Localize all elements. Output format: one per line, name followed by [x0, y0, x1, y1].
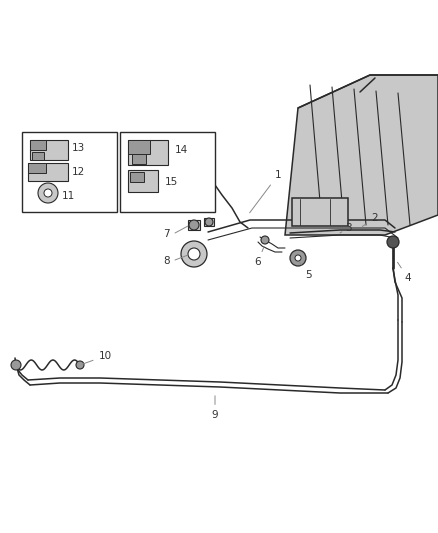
Bar: [30, 140, 46, 150]
Circle shape: [181, 241, 207, 267]
Bar: [128, 140, 150, 154]
Bar: [30, 140, 68, 160]
Text: 14: 14: [175, 145, 188, 155]
Text: 4: 4: [398, 262, 411, 283]
Text: 12: 12: [72, 167, 85, 177]
Bar: [188, 220, 200, 230]
Bar: [128, 170, 158, 192]
Bar: [292, 198, 348, 226]
Text: 2: 2: [362, 213, 378, 227]
Polygon shape: [285, 75, 438, 235]
Circle shape: [38, 183, 58, 203]
Bar: [32, 152, 44, 160]
Text: 1: 1: [250, 170, 281, 213]
Text: 15: 15: [165, 177, 178, 187]
Circle shape: [387, 236, 399, 248]
Circle shape: [189, 220, 199, 230]
Bar: [120, 132, 215, 212]
Text: 9: 9: [212, 396, 218, 420]
Text: 6: 6: [254, 247, 264, 267]
Circle shape: [205, 218, 213, 226]
Bar: [128, 140, 168, 165]
Circle shape: [11, 360, 21, 370]
Circle shape: [188, 248, 200, 260]
Circle shape: [290, 250, 306, 266]
Text: 10: 10: [83, 351, 112, 364]
Circle shape: [261, 236, 269, 244]
Bar: [130, 172, 144, 182]
Circle shape: [76, 361, 84, 369]
Bar: [28, 163, 46, 173]
Bar: [132, 154, 146, 164]
Bar: [28, 163, 68, 181]
Circle shape: [44, 189, 52, 197]
Text: 3: 3: [340, 223, 351, 233]
Text: 13: 13: [72, 143, 85, 153]
Text: 7: 7: [163, 229, 170, 239]
Text: 5: 5: [300, 262, 311, 280]
Circle shape: [295, 255, 301, 261]
Bar: [22, 132, 117, 212]
Text: 8: 8: [163, 256, 170, 266]
Bar: [204, 218, 214, 226]
Text: 11: 11: [62, 191, 75, 201]
